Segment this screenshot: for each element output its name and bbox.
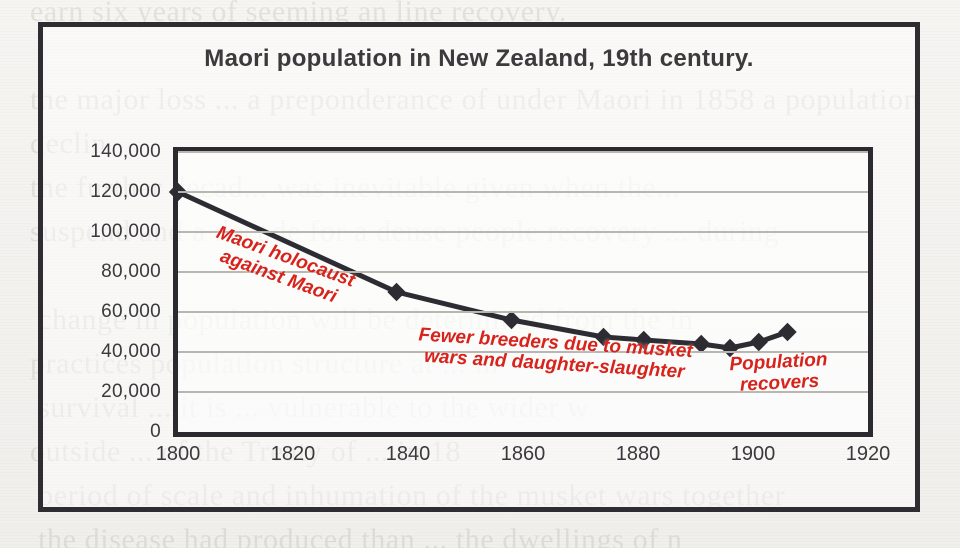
series-marker <box>778 323 796 341</box>
plot-area: 020,00040,00060,00080,000100,000120,0001… <box>173 147 873 437</box>
grid-line <box>178 351 868 353</box>
y-tick-label: 100,000 <box>41 221 161 243</box>
series-marker <box>750 333 768 351</box>
series-line <box>178 192 788 348</box>
y-tick-label: 80,000 <box>41 261 161 283</box>
x-tick-label: 1860 <box>483 443 563 466</box>
x-tick-label: 1800 <box>138 443 218 466</box>
y-tick-label: 0 <box>41 421 161 443</box>
series-marker <box>721 339 739 357</box>
chart-title: Maori population in New Zealand, 19th ce… <box>43 45 915 73</box>
series-marker <box>635 331 653 349</box>
series-marker <box>502 311 520 329</box>
grid-line <box>178 391 868 393</box>
y-tick-label: 60,000 <box>41 301 161 323</box>
grid-line <box>178 151 868 153</box>
y-tick-label: 40,000 <box>41 341 161 363</box>
x-tick-label: 1840 <box>368 443 448 466</box>
series-marker <box>387 283 405 301</box>
chart-frame: Maori population in New Zealand, 19th ce… <box>38 22 920 512</box>
x-tick-label: 1880 <box>598 443 678 466</box>
grid-line <box>178 311 868 313</box>
y-tick-label: 120,000 <box>41 181 161 203</box>
x-tick-label: 1900 <box>713 443 793 466</box>
y-tick-label: 20,000 <box>41 381 161 403</box>
x-tick-label: 1920 <box>828 443 908 466</box>
x-tick-label: 1820 <box>253 443 333 466</box>
grid-line <box>178 191 868 193</box>
y-tick-label: 140,000 <box>41 141 161 163</box>
grid-line <box>178 231 868 233</box>
series-marker <box>594 328 612 346</box>
grid-line <box>178 271 868 273</box>
